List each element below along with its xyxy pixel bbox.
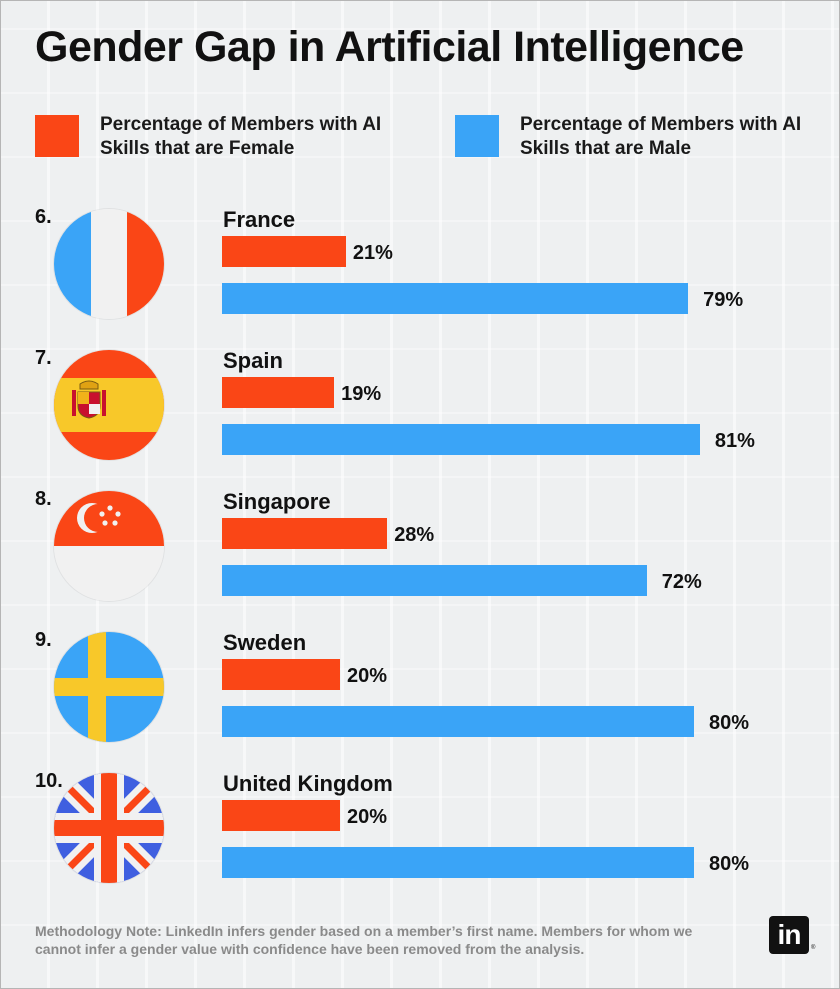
rank-number: 6. (35, 206, 52, 228)
data-label-male: 80% (709, 712, 750, 734)
bar-male (222, 847, 694, 878)
bar-female (222, 377, 335, 408)
trademark-mark: ® (811, 945, 816, 951)
data-label-female: 28% (394, 524, 435, 546)
data-label-female: 20% (347, 665, 388, 687)
chart-title: Gender Gap in Artificial Intelligence (35, 23, 744, 71)
country-label: United Kingdom (223, 771, 393, 796)
legend-label-female: Percentage of Members with AI Skills tha… (100, 114, 382, 159)
bar-female (222, 518, 388, 549)
legend-swatch-male (455, 115, 499, 157)
sweden-flag-icon (54, 632, 164, 742)
rank-number: 9. (35, 629, 52, 651)
singapore-flag-icon (54, 491, 164, 601)
bar-female (222, 800, 340, 831)
data-label-male: 81% (714, 430, 755, 452)
country-label: Singapore (223, 489, 331, 514)
bar-male (222, 424, 700, 455)
data-label-male: 79% (703, 289, 744, 311)
linkedin-logo: in (769, 916, 809, 954)
data-label-female: 20% (347, 806, 388, 828)
data-label-female: 19% (341, 383, 382, 405)
data-label-female: 21% (352, 242, 393, 264)
rank-number: 8. (35, 488, 52, 510)
rank-number: 10. (35, 770, 63, 792)
country-label: Spain (223, 348, 283, 373)
country-label: Sweden (223, 630, 307, 655)
uk-flag-icon (54, 773, 164, 883)
bar-male (222, 283, 689, 314)
france-flag-icon (54, 209, 164, 319)
data-label-male: 80% (709, 853, 750, 875)
bar-female (222, 236, 346, 267)
methodology-note: Methodology Note: LinkedIn infers gender… (35, 923, 693, 957)
data-label-male: 72% (661, 571, 702, 593)
bar-male (222, 706, 694, 737)
bar-female (222, 659, 340, 690)
legend-label-male: Percentage of Members with AI Skills tha… (520, 114, 802, 159)
country-label: France (223, 207, 296, 232)
bar-male (222, 565, 647, 596)
rank-number: 7. (35, 347, 52, 369)
legend-swatch-female (35, 115, 79, 157)
spain-flag-icon (54, 350, 164, 460)
